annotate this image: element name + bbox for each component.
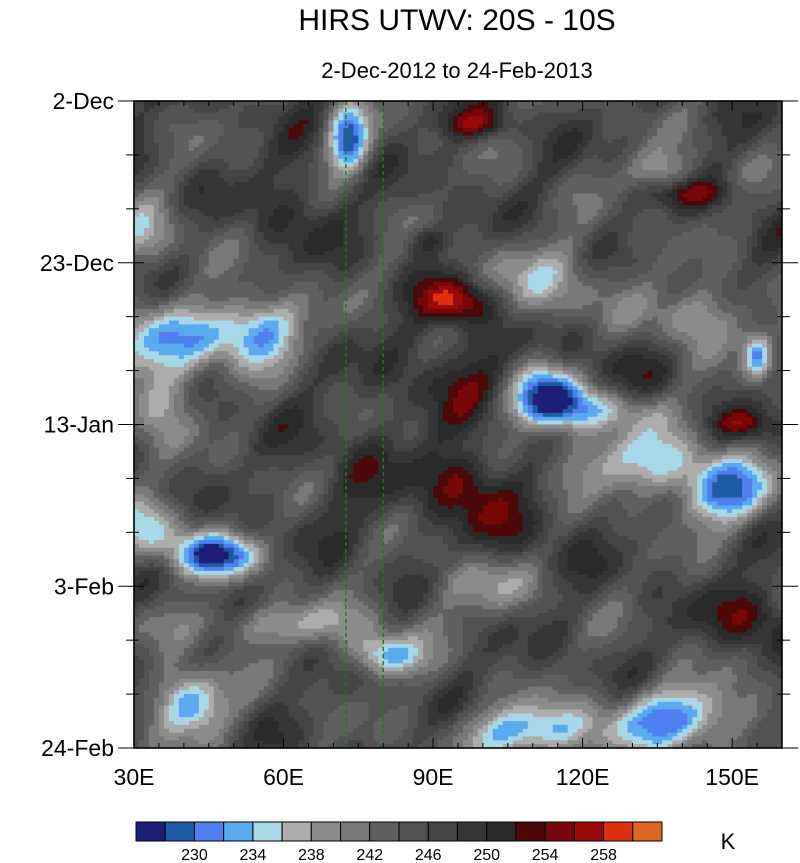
colorbar-swatch (253, 822, 282, 841)
x-tick-label: 60E (263, 764, 304, 790)
colorbar-label: 258 (590, 847, 617, 863)
colorbar-swatch (545, 822, 574, 841)
chart-title: HIRS UTWV: 20S - 10S (298, 4, 615, 37)
y-tick-label: 23-Dec (40, 250, 114, 276)
colorbar-label: 230 (181, 847, 208, 863)
y-tick-label: 24-Feb (41, 735, 114, 761)
colorbar-swatch (487, 822, 516, 841)
chart-subtitle: 2-Dec-2012 to 24-Feb-2013 (321, 58, 593, 83)
colorbar-swatch (457, 822, 486, 841)
colorbar-swatch (428, 822, 457, 841)
x-tick-label: 90E (413, 764, 454, 790)
colorbar-swatch (574, 822, 603, 841)
y-tick-label: 13-Jan (44, 412, 114, 438)
colorbar-label: 246 (415, 847, 442, 863)
y-tick-label: 2-Dec (53, 88, 114, 114)
colorbar-label: 250 (473, 847, 500, 863)
colorbar-units: K (721, 829, 736, 854)
colorbar-swatch (633, 822, 662, 841)
colorbar-label: 254 (532, 847, 559, 863)
x-tick-label: 30E (114, 764, 155, 790)
colorbar-swatch (136, 822, 165, 841)
x-tick-label: 120E (556, 764, 610, 790)
colorbar-swatch (604, 822, 633, 841)
colorbar-swatch (224, 822, 253, 841)
colorbar-swatch (341, 822, 370, 841)
x-tick-label: 150E (705, 764, 759, 790)
colorbar-swatch (165, 822, 194, 841)
colorbar-swatch (194, 822, 223, 841)
chart: HIRS UTWV: 20S - 10S 2-Dec-2012 to 24-Fe… (0, 0, 800, 863)
colorbar-swatch (399, 822, 428, 841)
y-tick-label: 3-Feb (54, 573, 114, 599)
colorbar-label: 234 (240, 847, 267, 863)
colorbar-label: 242 (356, 847, 383, 863)
colorbar-swatch (516, 822, 545, 841)
colorbar: 230 234 238 242 246 250 254 258 (136, 822, 662, 863)
colorbar-swatch (311, 822, 340, 841)
heatmap-field (134, 101, 783, 749)
colorbar-label: 238 (298, 847, 325, 863)
colorbar-swatch (282, 822, 311, 841)
colorbar-swatch (370, 822, 399, 841)
